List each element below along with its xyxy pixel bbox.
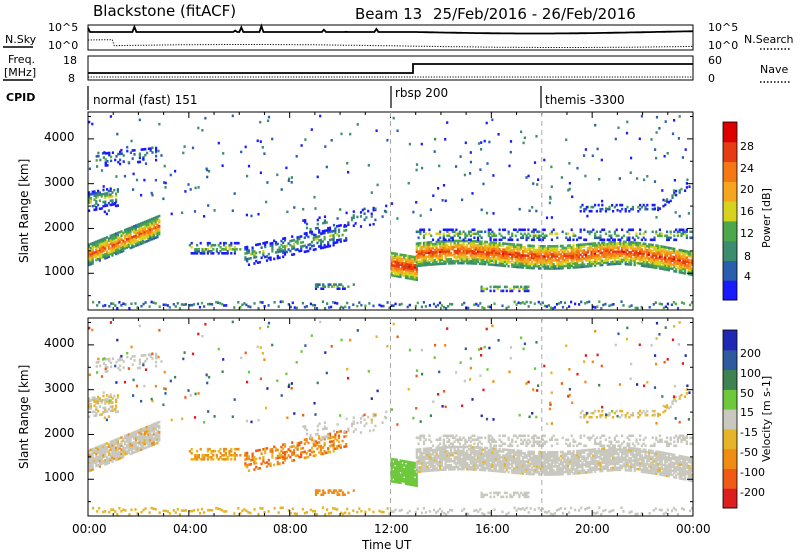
freq-left-tick-bottom: 8 [68,72,75,85]
time-tick-12: 12:00 [374,522,409,536]
power-scatter [88,114,694,310]
vel-cbar-tick-15: 15 [740,406,754,419]
freq-right-tick-bottom: 0 [708,72,715,85]
cpid-panel: CPID normal (fast) 151 rbsp 200 themis -… [6,86,625,110]
power-ytick-1000: 1000 [44,264,75,278]
time-tick-0: 00:00 [72,522,107,536]
time-tick-20: 20:00 [575,522,610,536]
velocity-ytick-4000: 4000 [44,336,75,350]
vel-cbar-tick-m50: -50 [740,446,758,459]
vel-cbar-label: Velocity [m s-1] [760,376,773,462]
time-tick-16: 16:00 [475,522,510,536]
vel-cbar-tick-m200: -200 [740,486,765,499]
velocity-ylabel: Slant Range [km] [17,365,31,469]
power-ytick-2000: 2000 [44,220,75,234]
beam-title: Beam 13 [355,5,422,23]
velocity-axis-ticks [87,318,694,516]
velocity-ytick-3000: 3000 [44,381,75,395]
cpid-label: CPID [6,91,35,104]
power-ytick-4000: 4000 [44,130,75,144]
vel-cbar-tick-100: 100 [740,367,761,380]
power-cbar-tick-4: 4 [744,270,751,283]
power-ylabel: Slant Range [km] [17,159,31,263]
time-tick-4: 04:00 [173,522,208,536]
noise-panel: N.Sky 10^5 10^0 10^5 10^0 N.Search [3,21,794,52]
freq-unit-label: [MHz] [4,66,36,79]
power-cbar-tick-24: 24 [740,162,754,175]
time-axis-label: Time UT [361,538,412,552]
cpid-mode-1: normal (fast) 151 [93,93,197,107]
station-title: Blackstone (fitACF) [93,2,236,20]
power-cbar-tick-12: 12 [740,227,754,240]
noise-sky-trace [87,23,694,35]
power-axis-ticks [87,112,694,310]
freq-right-tick-top: 60 [708,54,722,67]
power-cbar-tick-20: 20 [740,183,754,196]
power-cbar-tick-8: 8 [744,250,751,263]
time-axis: 00:00 04:00 08:00 12:00 16:00 20:00 00:0… [72,522,711,552]
freq-label: Freq. [8,53,35,66]
date-title: 25/Feb/2016 - 26/Feb/2016 [433,5,636,23]
noise-search-label: N.Search [744,33,794,46]
velocity-colorbar: 200 100 50 15 -15 -50 -100 -200 Velocity… [722,329,773,509]
velocity-panel: 1000 2000 3000 4000 Slant Range [km] [17,317,694,517]
noise-search-trace [88,39,693,48]
noise-left-tick-top: 10^5 [48,21,78,34]
power-panel: 1000 2000 3000 4000 Slant Range [km] [17,111,694,311]
velocity-ytick-2000: 2000 [44,426,75,440]
cpid-mode-2: rbsp 200 [395,86,448,100]
power-ytick-3000: 3000 [44,175,75,189]
noise-right-tick-bottom: 10^0 [708,39,738,52]
vel-cbar-tick-m100: -100 [740,466,765,479]
noise-right-tick-top: 10^5 [708,21,738,34]
nave-label: Nave [760,63,788,76]
noise-left-tick-bottom: 10^0 [48,39,78,52]
freq-left-tick-top: 18 [63,54,77,67]
power-cbar-tick-28: 28 [740,140,754,153]
vel-cbar-tick-m15: -15 [740,426,758,439]
velocity-scatter [88,320,694,516]
power-cbar-label: Power [dB] [760,188,773,248]
power-cbar-tick-16: 16 [740,205,754,218]
vel-cbar-tick-50: 50 [740,387,754,400]
velocity-ytick-1000: 1000 [44,470,75,484]
freq-trace [88,63,693,74]
vel-cbar-tick-200: 200 [740,347,761,360]
power-colorbar: 4 8 12 16 20 24 28 Power [dB] [722,121,773,301]
cpid-mode-3: themis -3300 [545,93,625,107]
time-tick-24: 00:00 [676,522,711,536]
noise-sky-label: N.Sky [5,33,37,46]
freq-panel: Freq. [MHz] 18 8 60 0 Nave [3,53,790,85]
time-tick-8: 08:00 [273,522,308,536]
